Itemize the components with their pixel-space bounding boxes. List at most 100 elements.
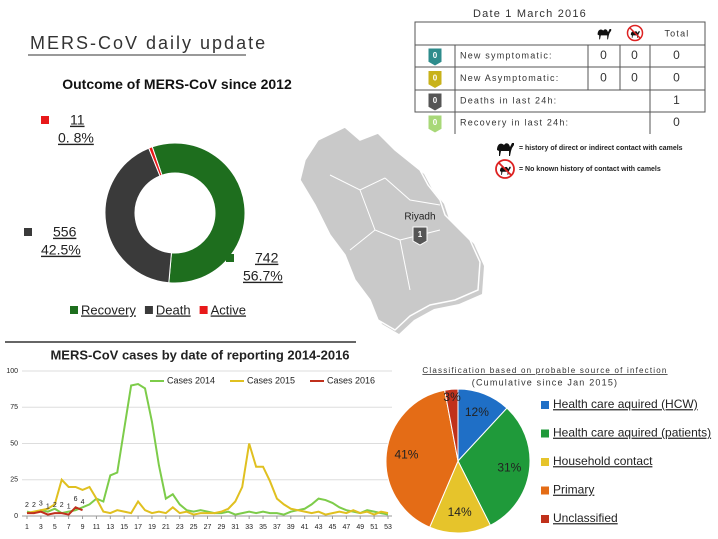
- legend-swatch: [541, 458, 549, 466]
- x-tick-label: 9: [81, 524, 85, 531]
- x-tick-label: 43: [315, 524, 323, 531]
- donut-slice: [151, 142, 246, 284]
- pie-slice: [385, 389, 459, 528]
- donut-title: Outcome of MERS-CoV since 2012: [62, 76, 292, 92]
- x-tick-label: 19: [148, 524, 156, 531]
- data-label: 2: [60, 502, 64, 509]
- pie-slice: [429, 459, 492, 534]
- row-badge-text: 0: [433, 51, 438, 60]
- row-badge-text: 0: [433, 96, 438, 105]
- percent-label: 42.5%: [41, 242, 81, 258]
- pie-label: 12%: [465, 405, 489, 419]
- no-sign-slash: [498, 162, 512, 176]
- data-label: 2: [53, 502, 57, 509]
- x-tick-label: 17: [134, 524, 142, 531]
- legend-label: Unclassified: [553, 511, 618, 525]
- x-tick-label: 15: [120, 524, 128, 531]
- pie-label: 14%: [448, 505, 472, 519]
- row-badge: [427, 92, 443, 112]
- y-tick-label: 25: [10, 477, 18, 484]
- series-line: [26, 443, 389, 516]
- legend-swatch: [541, 429, 549, 438]
- x-tick-label: 35: [259, 524, 267, 531]
- x-tick-label: 49: [356, 524, 364, 531]
- x-tick-label: 13: [106, 524, 114, 531]
- series-line: [26, 382, 389, 516]
- legend-label: Death: [156, 302, 191, 317]
- percent-label: 56.7%: [243, 268, 283, 284]
- x-tick-label: 33: [245, 524, 253, 531]
- line-chart-title: MERS-CoV cases by date of reporting 2014…: [50, 347, 349, 362]
- row-badge: [427, 47, 443, 67]
- x-tick-label: 7: [67, 524, 71, 531]
- x-tick-label: 21: [162, 524, 170, 531]
- x-tick-label: 39: [287, 524, 295, 531]
- donut-slice: [148, 146, 163, 177]
- count-label: 11: [70, 112, 85, 128]
- x-tick-label: 53: [384, 524, 392, 531]
- legend-label: Cases 2016: [327, 375, 375, 385]
- label-swatch: [226, 254, 234, 262]
- data-label: 2: [25, 502, 29, 509]
- row-label: New Asymptomatic:: [460, 73, 559, 83]
- row-total: 0: [673, 48, 681, 62]
- map-region-border: [399, 239, 411, 291]
- row-label: Recovery in last 24h:: [460, 117, 569, 127]
- legend-no-camel-icon: [495, 159, 515, 179]
- camel-shape: [597, 29, 612, 40]
- y-tick-label: 50: [10, 440, 18, 447]
- row-badge-text: 0: [433, 74, 438, 83]
- table-header: Total: [664, 28, 689, 38]
- legend-label: Health care aquired (HCW): [553, 397, 698, 411]
- x-tick-label: 41: [301, 524, 309, 531]
- map-country: [299, 126, 481, 331]
- legend-swatch: [70, 306, 78, 314]
- x-tick-label: 45: [329, 524, 337, 531]
- data-label: 1: [46, 503, 50, 510]
- y-tick-label: 0: [14, 513, 18, 520]
- row-badge-text: 0: [433, 118, 438, 127]
- legend-swatch: [541, 401, 549, 409]
- legend-label: Household contact: [553, 454, 653, 468]
- legend-swatch: [541, 515, 549, 523]
- data-label: 3: [39, 500, 43, 507]
- legend-camel-icon: [497, 143, 514, 156]
- data-label: 4: [81, 499, 85, 506]
- legend-label: Primary: [553, 483, 594, 497]
- row-camel: 0: [600, 71, 608, 85]
- map-badge-text: 1: [418, 230, 423, 239]
- no-sign-slash: [629, 27, 641, 39]
- row-no-camel: 0: [631, 71, 639, 85]
- percent-label: 0. 8%: [58, 130, 94, 146]
- x-tick-label: 25: [190, 524, 198, 531]
- data-label: 2: [32, 502, 36, 509]
- row-label: New symptomatic:: [460, 50, 553, 60]
- row-camel: 0: [600, 48, 608, 62]
- row-badge: [427, 70, 443, 90]
- x-tick-label: 11: [93, 524, 100, 531]
- legend-label: Recovery: [81, 302, 136, 317]
- y-tick-label: 100: [6, 368, 18, 375]
- legend-swatch: [144, 306, 153, 314]
- pie-label: 3%: [443, 390, 461, 404]
- data-label: 1: [67, 503, 71, 510]
- header-camel-icon: [597, 29, 612, 40]
- y-tick-label: 75: [10, 404, 18, 411]
- row-total: 0: [673, 115, 681, 129]
- x-tick-label: 3: [39, 524, 43, 531]
- pie-title: Classification based on probable source …: [422, 366, 667, 375]
- legend-label: Cases 2015: [247, 375, 295, 385]
- data-label: 6: [74, 496, 78, 503]
- x-tick-label: 37: [273, 524, 281, 531]
- x-tick-label: 47: [342, 524, 350, 531]
- label-swatch: [41, 116, 49, 124]
- legend-swatch: [541, 486, 549, 495]
- legend-swatch: [199, 306, 208, 314]
- row-total: 1: [673, 93, 681, 107]
- table-date: Date 1 March 2016: [473, 8, 587, 20]
- map-city: Riyadh: [404, 212, 435, 223]
- count-label: 742: [255, 250, 279, 266]
- legend-label: Health care aquired (patients): [553, 426, 711, 440]
